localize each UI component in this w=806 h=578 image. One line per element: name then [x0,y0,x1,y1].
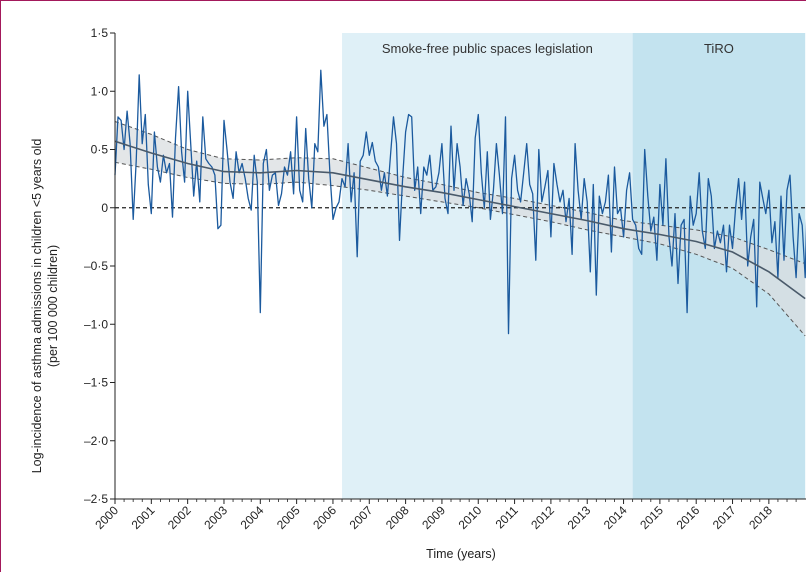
x-tick-label: 2004 [238,503,267,532]
x-tick-label: 2000 [92,503,121,532]
x-tick-label: 2006 [310,503,339,532]
x-tick-label: 2007 [347,503,376,532]
y-tick-label: 0 [101,201,108,215]
x-tick-label: 2008 [383,503,412,532]
y-tick-label: –1·0 [84,317,108,331]
fitted-series [114,140,806,300]
y-axis-label-line1: Log-incidence of asthma admissions in ch… [30,139,44,474]
ci-upper-line [114,121,806,265]
y-axis-label: Log-incidence of asthma admissions in ch… [30,139,60,474]
x-tick-label: 2015 [637,503,666,532]
x-tick-label: 2012 [528,503,557,532]
y-tick-label: –2·0 [84,434,108,448]
y-tick-label: –1·5 [84,376,108,390]
x-tick-label: 2001 [129,503,158,532]
y-tick-label: –0·5 [84,259,108,273]
x-tick-label: 2011 [493,503,521,531]
fitted-line [114,140,806,300]
observed-series [114,69,806,335]
period-label-0: Smoke-free public spaces legislation [382,41,593,56]
x-tick-label: 2010 [456,503,485,532]
y-tick-label: 0·5 [91,143,109,157]
period-band-0 [342,33,633,499]
period-label-1: TiRO [704,41,734,56]
y-axis-label-line2: (per 100 000 children) [46,245,60,367]
x-tick-label: 2009 [419,503,448,532]
x-tick-label: 2014 [601,503,630,532]
observed-line [114,69,806,335]
y-tick-label: –2·5 [84,492,108,506]
y-axis-ticks: 1·5 1·0 0·5 0 –0·5 –1·0 –1·5 –2·0 –2·5 [84,26,115,506]
x-tick-label: 2016 [674,503,703,532]
x-tick-label: 2018 [746,503,775,532]
period-bands: Smoke-free public spaces legislation TiRO [342,33,806,499]
x-tick-label: 2003 [201,503,230,532]
x-tick-label: 2017 [710,503,739,532]
x-tick-label: 2005 [274,503,303,532]
ci-lower-line [114,161,806,337]
x-axis-label: Time (years) [426,547,496,561]
x-tick-label: 2013 [565,503,594,532]
x-tick-label: 2002 [165,503,194,532]
y-tick-label: 1·5 [91,26,109,40]
x-axis-ticks: 2000 2001 2002 2003 2004 2005 2006 2007 2008 2009… [92,499,797,532]
y-tick-label: 1·0 [91,84,109,98]
